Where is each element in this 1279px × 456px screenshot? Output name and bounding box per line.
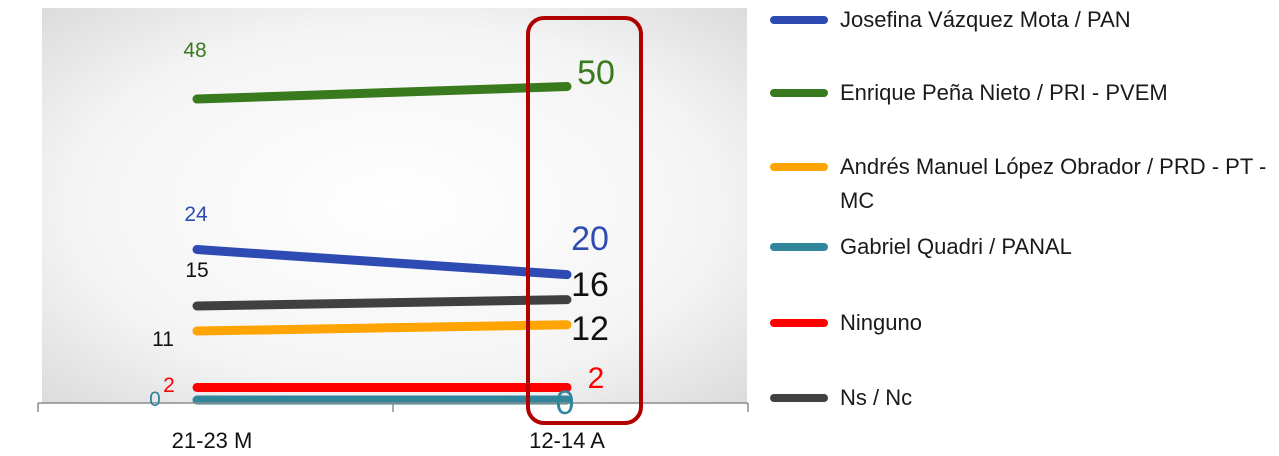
legend-item: Ninguno [770, 306, 922, 340]
legend-item: Enrique Peña Nieto / PRI - PVEM [770, 76, 1168, 110]
legend-item: Ns / Nc [770, 381, 912, 415]
legend-swatch [770, 89, 828, 97]
data-label: 48 [183, 39, 206, 62]
data-label: 2 [163, 374, 175, 397]
legend-swatch [770, 243, 828, 251]
data-label: 11 [152, 328, 174, 351]
x-tick-label: 21-23 M [172, 428, 253, 453]
legend-item: Gabriel Quadri / PANAL [770, 230, 1072, 264]
plot-area [42, 8, 747, 403]
data-label: 0 [556, 384, 575, 422]
legend-label: Josefina Vázquez Mota / PAN [840, 7, 1131, 32]
series-line [192, 295, 572, 311]
highlight-box [526, 16, 643, 425]
legend-swatch [770, 16, 828, 24]
legend-swatch [770, 163, 828, 171]
series-line [192, 245, 572, 280]
data-label: 2 [588, 362, 605, 395]
data-label: 16 [571, 266, 609, 304]
legend-label: Enrique Peña Nieto / PRI - PVEM [840, 80, 1168, 105]
data-label: 50 [577, 54, 615, 92]
x-tick-label: 12-14 A [529, 428, 605, 453]
series-line [192, 82, 572, 104]
legend-item: Josefina Vázquez Mota / PAN [770, 3, 1131, 37]
legend-swatch [770, 394, 828, 402]
data-label: 20 [571, 220, 609, 258]
data-label: 12 [571, 310, 609, 348]
legend: Josefina Vázquez Mota / PAN Enrique Peña… [770, 0, 1275, 456]
legend-label: Ns / Nc [840, 385, 913, 410]
legend-swatch [770, 319, 828, 327]
data-label: 0 [149, 388, 161, 411]
series-line [192, 320, 572, 336]
data-label: 15 [185, 259, 208, 282]
legend-label: Gabriel Quadri / PANAL [840, 234, 1072, 259]
legend-label: Andrés Manuel López Obrador / PRD - PT -… [840, 154, 1267, 213]
legend-item: Andrés Manuel López Obrador / PRD - PT -… [770, 150, 1270, 218]
data-label: 24 [184, 203, 208, 226]
legend-label: Ninguno [840, 310, 922, 335]
